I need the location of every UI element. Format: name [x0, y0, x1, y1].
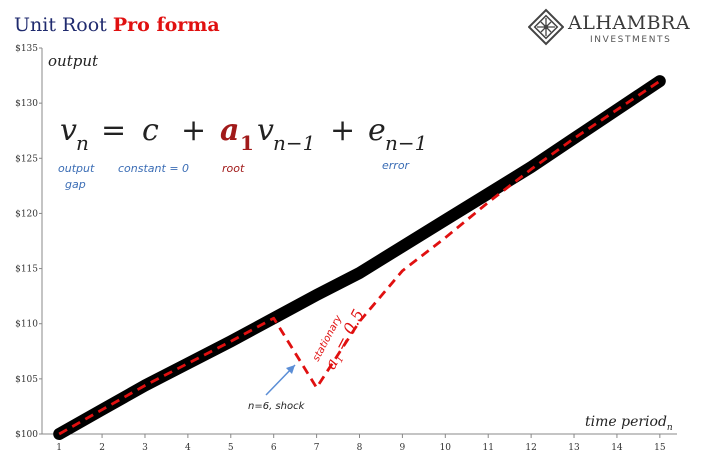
stationary-annotation: stationary a1 = 0.5	[311, 306, 368, 372]
logo-wordmark: ALHAMBRA	[568, 12, 691, 34]
x-tick-label: 4	[185, 443, 191, 453]
y-tick-label: $110	[15, 320, 38, 330]
x-axis-tick-labels: 1 2 3 4 5 6 7 8 9 10 11 12 13 14 15	[56, 443, 666, 453]
eq-plus-2: +	[330, 113, 355, 148]
x-tick-label: 1	[56, 443, 62, 453]
eq-equals: =	[101, 113, 126, 148]
x-tick-label: 2	[99, 443, 105, 453]
x-tick-label: 10	[440, 443, 452, 453]
equation: v n = c + a 1 v n−1 + e n−1	[60, 113, 427, 155]
x-tick-label: 3	[142, 443, 148, 453]
eq-subscript-n-1b: n−1	[385, 131, 427, 155]
chart-title: Unit Root Pro forma	[14, 14, 220, 36]
shock-arrow-head	[286, 365, 295, 374]
x-axis-label: time periodn	[585, 414, 673, 433]
x-tick-label: 9	[400, 443, 406, 453]
eq-subscript-1: 1	[240, 131, 254, 155]
x-tick-label: 15	[654, 443, 666, 453]
x-tick-label: 6	[271, 443, 277, 453]
eq-subscript-n: n	[76, 131, 89, 155]
alhambra-logo: ALHAMBRA INVESTMENTS	[528, 8, 700, 48]
eq-e: e	[368, 113, 386, 148]
x-tick-label: 12	[525, 443, 536, 453]
title-part-2: Pro forma	[112, 14, 220, 36]
eq-subscript-n-1: n−1	[273, 131, 315, 155]
shock-label: n=6, shock	[248, 401, 306, 412]
y-tick-label: $120	[15, 209, 38, 219]
y-tick-label: $130	[15, 99, 38, 109]
x-tick-label: 11	[482, 443, 493, 453]
x-axis-label-main: time period	[585, 414, 667, 430]
eq-v: v	[60, 113, 77, 148]
y-axis-label: output	[48, 52, 99, 70]
x-tick-label: 7	[314, 443, 320, 453]
eq-v2: v	[257, 113, 274, 148]
alhambra-diamond-icon	[528, 8, 564, 46]
label-error: error	[382, 159, 411, 172]
x-axis-label-subscript: n	[667, 423, 673, 433]
eq-plus-1: +	[181, 113, 206, 148]
chart-axes	[39, 47, 677, 438]
label-gap: gap	[65, 178, 86, 191]
chart-series	[53, 75, 666, 440]
y-tick-label: $135	[15, 44, 38, 54]
y-tick-label: $115	[15, 265, 38, 275]
label-output: output	[58, 162, 95, 175]
logo-subtitle: INVESTMENTS	[590, 35, 672, 45]
y-tick-label: $105	[15, 375, 38, 385]
a1-label-sub: 1	[334, 354, 347, 365]
shock-annotation: n=6, shock	[248, 364, 306, 412]
y-axis-tick-labels: $100 $105 $110 $115 $120 $125 $130 $135	[15, 44, 38, 440]
y-tick-label: $100	[15, 430, 38, 440]
label-constant: constant = 0	[118, 162, 189, 175]
series-trend-line	[53, 75, 666, 440]
x-tick-label: 13	[568, 443, 580, 453]
eq-a: a	[220, 113, 239, 148]
label-root: root	[222, 162, 245, 175]
x-tick-label: 8	[357, 443, 363, 453]
x-tick-label: 5	[228, 443, 234, 453]
y-tick-label: $125	[15, 154, 38, 164]
x-tick-label: 14	[611, 443, 623, 453]
eq-c: c	[142, 113, 159, 148]
title-part-1: Unit Root	[14, 14, 113, 36]
